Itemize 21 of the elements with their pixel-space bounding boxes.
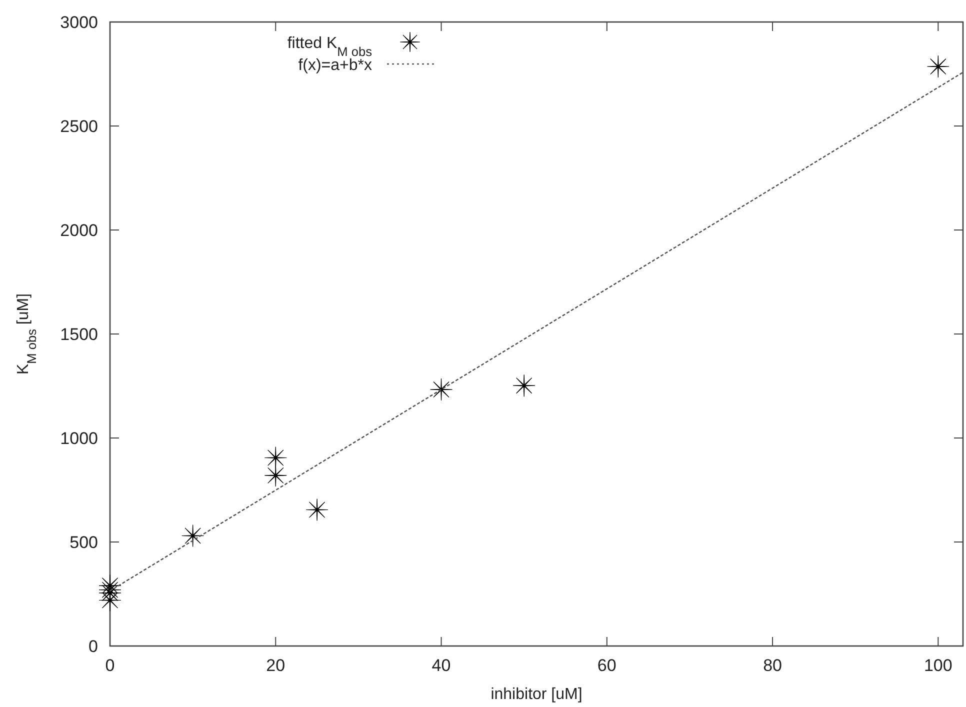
- x-tick-label: 80: [763, 656, 782, 675]
- legend-label: fitted K$_{M obs}$: [287, 35, 372, 58]
- point: [264, 464, 287, 487]
- x-tick-label: 0: [105, 656, 115, 675]
- y-tick-label: 1500: [60, 325, 98, 344]
- y-tick-label: 2000: [60, 221, 98, 240]
- legend-label: f(x)=a+b*x: [298, 57, 372, 74]
- y-tick-label: 0: [88, 637, 98, 656]
- point: [182, 524, 204, 548]
- x-tick-label: 40: [432, 656, 451, 675]
- x-tick-label: 60: [597, 656, 616, 675]
- y-tick-label: 2500: [60, 117, 98, 136]
- y-tick-label: 1000: [60, 429, 98, 448]
- point: [926, 55, 950, 78]
- x-tick-label: 20: [266, 656, 286, 675]
- point: [306, 498, 328, 522]
- y-tick-label: 500: [70, 533, 98, 552]
- point: [512, 374, 536, 397]
- x-axis-title: inhibitor [uM]: [490, 686, 582, 703]
- x-tick-label: 100: [924, 656, 952, 675]
- y-tick-label: 3000: [60, 13, 98, 32]
